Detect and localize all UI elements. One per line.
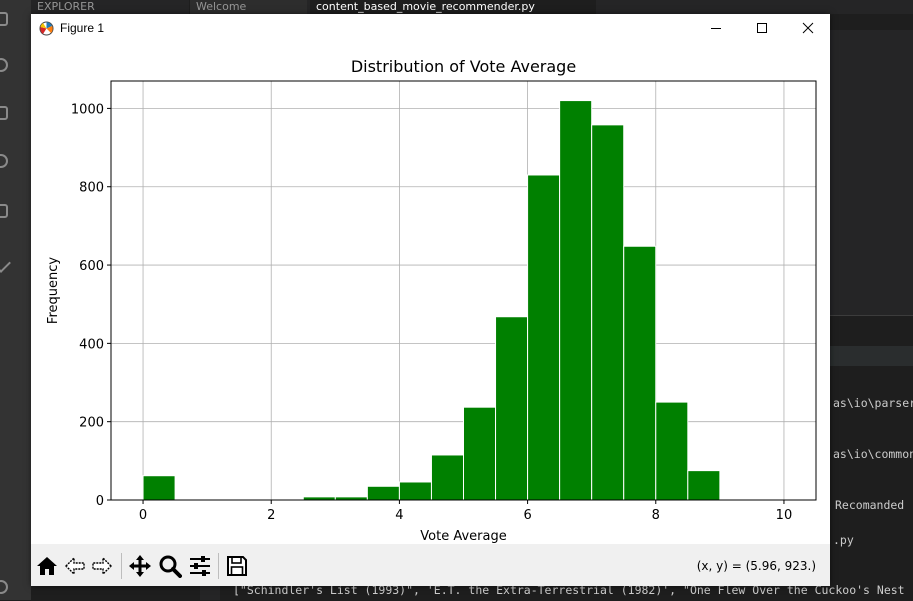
minimize-button[interactable] [693, 14, 739, 43]
histogram-bar [398, 481, 432, 501]
histogram-bar [687, 470, 721, 501]
y-tick-label: 1000 [71, 102, 104, 117]
account-icon[interactable] [0, 580, 8, 594]
y-tick-label: 0 [96, 494, 104, 509]
configure-subplots-icon[interactable] [188, 554, 212, 578]
editor-gutter [200, 585, 220, 600]
axes-frame [110, 80, 817, 501]
histogram-bar [495, 316, 529, 501]
x-axis-label: Vote Average [420, 529, 506, 544]
home-icon[interactable] [35, 554, 59, 578]
tab-recommender-file[interactable]: content_based_movie_recommender.py [310, 0, 596, 14]
maximize-icon [757, 23, 767, 33]
terminal-line: .py [833, 533, 854, 547]
terminal-selected-line [830, 346, 913, 366]
histogram-chart: 0 2 4 6 8 10 0 200 400 600 800 1000 Distribution of… [31, 43, 830, 544]
x-tick-label: 8 [652, 508, 660, 523]
histogram-bar [463, 406, 497, 501]
close-button[interactable] [785, 14, 831, 43]
chart-title: Distribution of Vote Average [351, 57, 576, 76]
y-tick-label: 800 [79, 181, 104, 196]
figure-canvas[interactable]: 0 2 4 6 8 10 0 200 400 600 800 1000 Distribution of… [31, 43, 830, 544]
search-icon[interactable] [0, 58, 8, 72]
window-titlebar[interactable]: Figure 1 [31, 14, 830, 43]
figure-window: Figure 1 0 2 4 6 8 10 0 200 400 600 800 1000 Distri… [31, 14, 830, 586]
histogram-bar [142, 475, 176, 501]
ide-minimap-area [830, 30, 913, 315]
cursor-coordinates: (x, y) = (5.96, 923.) [696, 559, 816, 573]
histogram-bar [527, 174, 561, 501]
histogram-bar [655, 401, 689, 501]
minimize-icon [711, 28, 721, 29]
histogram-bar [559, 100, 593, 501]
terminal-line: Recomanded [835, 498, 905, 512]
forward-icon[interactable] [90, 554, 114, 578]
close-icon [802, 22, 814, 34]
terminal-output-line: ["Schindler's List (1993)", 'E.T. the Ex… [233, 583, 905, 597]
histogram-bar [430, 454, 465, 501]
histogram-bar [366, 485, 400, 501]
ide-tab-bar: EXPLORER Welcome content_based_movie_rec… [31, 0, 913, 14]
toolbar-separator [218, 553, 219, 579]
x-tick-label: 4 [395, 508, 403, 523]
run-debug-icon[interactable] [0, 154, 8, 168]
x-tick-label: 6 [523, 508, 531, 523]
zoom-icon[interactable] [158, 554, 182, 578]
x-tick-label: 2 [267, 508, 275, 523]
maximize-button[interactable] [739, 14, 785, 43]
x-tick-label: 0 [139, 508, 147, 523]
pan-icon[interactable] [128, 554, 152, 578]
matplotlib-app-icon [39, 21, 54, 36]
terminal-line: as\io\parsers [833, 396, 913, 410]
terminal-line: as\io\common [833, 447, 913, 461]
x-tick-label: 10 [776, 508, 793, 523]
source-control-icon[interactable] [0, 106, 8, 120]
y-tick-label: 400 [79, 337, 104, 352]
window-title: Figure 1 [60, 21, 105, 35]
navigation-toolbar: (x, y) = (5.96, 923.) [31, 544, 830, 586]
y-tick-label: 600 [79, 259, 104, 274]
histogram-bar [591, 124, 625, 501]
toolbar-separator [121, 553, 122, 579]
back-icon[interactable] [63, 554, 87, 578]
testing-icon[interactable] [0, 253, 11, 273]
y-axis-label: Frequency [46, 257, 61, 324]
y-tick-label: 200 [79, 416, 104, 431]
ide-terminal-panel [830, 315, 913, 601]
histogram-bar [623, 245, 657, 501]
explorer-header: EXPLORER [31, 0, 186, 14]
ide-activity-bar [0, 0, 31, 600]
tab-welcome[interactable]: Welcome [189, 0, 307, 14]
extensions-icon[interactable] [0, 204, 8, 218]
save-icon[interactable] [225, 554, 249, 578]
files-icon[interactable] [0, 12, 8, 26]
